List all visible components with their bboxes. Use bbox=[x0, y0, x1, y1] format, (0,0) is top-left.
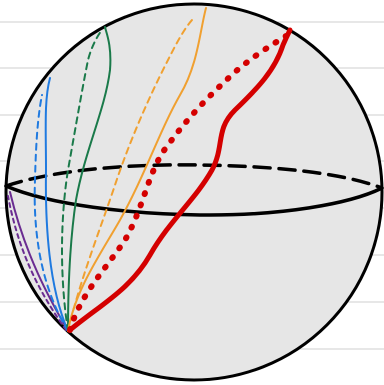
diagram bbox=[0, 0, 384, 385]
page bbox=[0, 0, 384, 385]
